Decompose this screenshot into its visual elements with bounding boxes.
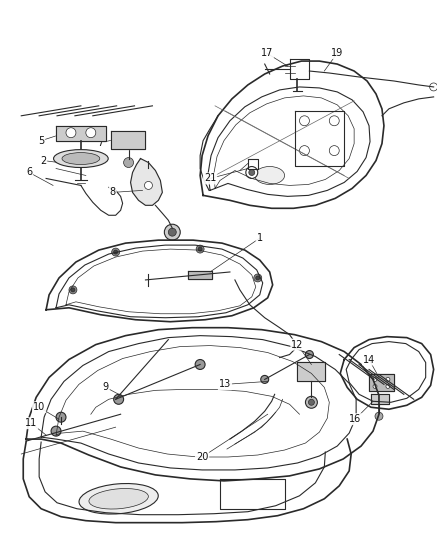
Text: 6: 6 bbox=[26, 167, 32, 177]
Text: 10: 10 bbox=[33, 402, 45, 412]
Text: 20: 20 bbox=[196, 452, 208, 462]
Polygon shape bbox=[56, 126, 106, 141]
Ellipse shape bbox=[79, 483, 158, 514]
Text: 12: 12 bbox=[291, 340, 304, 350]
Circle shape bbox=[386, 384, 390, 389]
Text: 2: 2 bbox=[40, 156, 46, 166]
Polygon shape bbox=[131, 158, 162, 205]
Text: 16: 16 bbox=[349, 414, 361, 424]
Circle shape bbox=[145, 181, 152, 189]
Polygon shape bbox=[188, 271, 212, 279]
Circle shape bbox=[196, 245, 204, 253]
Circle shape bbox=[256, 276, 260, 280]
Text: 8: 8 bbox=[110, 188, 116, 197]
Text: 17: 17 bbox=[261, 48, 273, 58]
Circle shape bbox=[195, 360, 205, 369]
Circle shape bbox=[56, 412, 66, 422]
Circle shape bbox=[66, 128, 76, 138]
Ellipse shape bbox=[89, 489, 148, 509]
Circle shape bbox=[69, 286, 77, 294]
Polygon shape bbox=[111, 131, 145, 149]
Ellipse shape bbox=[53, 150, 108, 167]
Circle shape bbox=[86, 128, 96, 138]
Circle shape bbox=[308, 399, 314, 405]
Circle shape bbox=[71, 288, 75, 292]
Circle shape bbox=[254, 274, 262, 282]
Text: 5: 5 bbox=[38, 136, 44, 146]
Circle shape bbox=[114, 394, 124, 404]
Circle shape bbox=[329, 116, 339, 126]
Polygon shape bbox=[371, 394, 389, 404]
Circle shape bbox=[168, 228, 176, 236]
Circle shape bbox=[51, 426, 61, 436]
Circle shape bbox=[305, 351, 314, 359]
Polygon shape bbox=[369, 375, 394, 391]
Text: 21: 21 bbox=[204, 173, 216, 183]
Ellipse shape bbox=[62, 152, 100, 165]
Polygon shape bbox=[297, 361, 325, 382]
Circle shape bbox=[246, 166, 258, 179]
Text: 13: 13 bbox=[219, 379, 231, 390]
Circle shape bbox=[164, 224, 180, 240]
Circle shape bbox=[375, 412, 383, 420]
Circle shape bbox=[305, 397, 318, 408]
Text: 14: 14 bbox=[363, 354, 375, 365]
Circle shape bbox=[300, 116, 309, 126]
Text: 9: 9 bbox=[102, 382, 109, 392]
Circle shape bbox=[373, 384, 377, 389]
Circle shape bbox=[386, 377, 390, 382]
Text: 7: 7 bbox=[98, 138, 104, 148]
Circle shape bbox=[249, 169, 255, 175]
Circle shape bbox=[329, 146, 339, 156]
Text: 1: 1 bbox=[257, 233, 263, 243]
Circle shape bbox=[373, 377, 377, 382]
Circle shape bbox=[300, 146, 309, 156]
Circle shape bbox=[430, 83, 438, 91]
Circle shape bbox=[112, 248, 120, 256]
Text: 19: 19 bbox=[331, 48, 343, 58]
Text: 11: 11 bbox=[25, 418, 37, 428]
Circle shape bbox=[114, 250, 118, 254]
Ellipse shape bbox=[255, 166, 285, 184]
Circle shape bbox=[198, 247, 202, 251]
Circle shape bbox=[124, 158, 134, 167]
Circle shape bbox=[261, 375, 268, 383]
